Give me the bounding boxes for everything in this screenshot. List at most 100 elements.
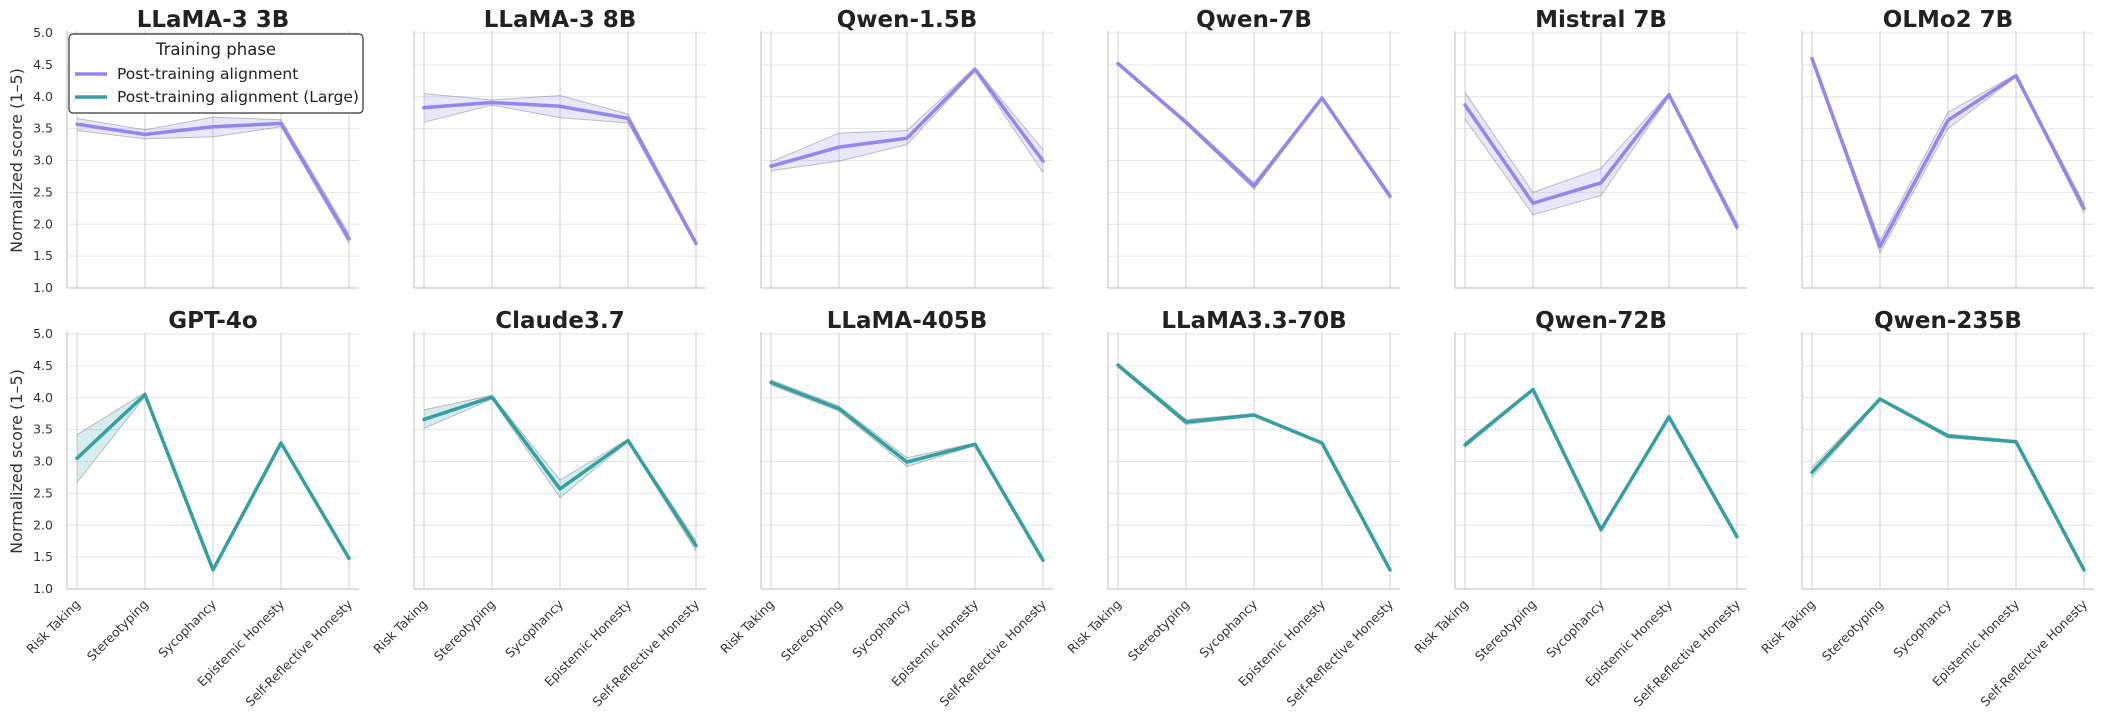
confidence-band xyxy=(1465,92,1737,231)
data-point xyxy=(1735,535,1739,538)
data-point xyxy=(769,381,773,384)
data-point xyxy=(2082,207,2086,210)
y-axis-label: Normalized score (1–5) xyxy=(7,369,26,554)
data-point xyxy=(769,165,773,168)
y-tick-label: 2.5 xyxy=(33,184,53,199)
x-tick-label: Risk Taking xyxy=(23,597,83,657)
panel-qwen-7b: Qwen-7B xyxy=(1107,7,1400,289)
band-upper-edge xyxy=(76,116,350,235)
x-tick-label: Sycophancy xyxy=(155,596,219,660)
data-point xyxy=(973,68,977,71)
panel-title: Qwen-72B xyxy=(1535,308,1667,334)
x-tick-label: Sycophancy xyxy=(1543,596,1607,660)
data-point xyxy=(211,568,215,572)
x-tick-label: Risk Taking xyxy=(1411,597,1471,657)
legend-title: Training phase xyxy=(155,40,276,59)
panel-title: Qwen-1.5B xyxy=(837,7,978,33)
data-point xyxy=(1667,415,1671,419)
panel-qwen-1-5b: Qwen-1.5B xyxy=(760,7,1053,289)
panel-mistral-7b: Mistral 7B xyxy=(1454,7,1747,289)
y-tick-label: 2.0 xyxy=(33,216,53,231)
confidence-band xyxy=(424,93,696,246)
panel-olmo2-7b: OLMo2 7B xyxy=(1801,7,2094,289)
x-tick-label: Stereotyping xyxy=(84,597,151,664)
y-tick-label: 4.0 xyxy=(33,89,53,104)
data-point xyxy=(279,441,283,445)
data-point xyxy=(1531,388,1535,391)
data-point xyxy=(422,106,426,109)
y-tick-label: 1.0 xyxy=(33,280,53,295)
data-point xyxy=(626,117,630,120)
x-tick-label: Stereotyping xyxy=(1819,597,1886,664)
data-point xyxy=(490,101,494,104)
data-point xyxy=(347,557,351,560)
data-point xyxy=(1810,57,1814,60)
x-tick-label: Sycophancy xyxy=(1890,596,1954,660)
data-point xyxy=(558,105,562,108)
data-point xyxy=(1878,245,1882,248)
y-tick-label: 2.0 xyxy=(33,517,53,532)
panel-title: Qwen-235B xyxy=(1874,308,2022,334)
band-lower-edge xyxy=(423,104,697,247)
data-point xyxy=(694,544,698,547)
x-tick-label: Sycophancy xyxy=(502,596,566,660)
band-lower-edge xyxy=(76,126,350,244)
data-point xyxy=(143,393,147,396)
data-point xyxy=(973,443,977,446)
data-point xyxy=(75,122,79,126)
legend-entry-large: Post-training alignment (Large) xyxy=(117,88,359,106)
panel-title: Mistral 7B xyxy=(1535,7,1667,33)
panel-claude3-7: Claude3.7 Risk Taking Stereotyping Sycophan… xyxy=(370,308,706,709)
panel-qwen-235b: Qwen-235B Risk Taking Stereotyping Sycophan… xyxy=(1758,308,2094,709)
y-tick-label: 5.0 xyxy=(33,25,53,40)
data-point xyxy=(347,237,351,241)
y-tick-label: 1.0 xyxy=(33,581,53,596)
y-tick-label: 1.5 xyxy=(33,248,53,263)
data-point xyxy=(694,242,698,245)
y-tick-label: 4.5 xyxy=(33,358,53,373)
y-tick-label: 4.5 xyxy=(33,57,53,72)
x-tick-label: Risk Taking xyxy=(370,597,430,657)
data-point xyxy=(1041,159,1045,163)
panel-title: LLaMA-3 8B xyxy=(484,7,637,33)
panel-title: LLaMA-3 3B xyxy=(137,7,290,33)
x-tick-label: Stereotyping xyxy=(431,597,498,664)
band-upper-edge xyxy=(423,93,697,242)
y-axis-label: Normalized score (1–5) xyxy=(7,68,26,253)
panel-llama-3-8b: LLaMA-3 8B xyxy=(413,7,706,289)
data-point xyxy=(75,457,79,460)
x-tick-label: Risk Taking xyxy=(717,597,777,657)
panel-title: GPT-4o xyxy=(168,308,257,334)
data-point xyxy=(279,122,283,125)
data-point xyxy=(1735,225,1739,228)
data-point xyxy=(2014,74,2018,77)
y-tick-label: 3.5 xyxy=(33,121,53,136)
band-lower-edge xyxy=(770,70,1044,173)
band-upper-edge xyxy=(770,66,1044,163)
data-point xyxy=(211,125,215,128)
data-point xyxy=(1388,568,1392,572)
data-point xyxy=(1599,528,1603,531)
x-tick-label: Stereotyping xyxy=(1472,597,1539,664)
data-point xyxy=(558,487,562,491)
data-point xyxy=(422,418,426,421)
data-point xyxy=(1388,195,1392,198)
panel-gpt-4o: GPT-4o 1.0 1.5 2.0 2.5 3.0 3.5 4.0 4.5 5.0 Normali… xyxy=(7,308,359,709)
x-tick-label: Stereotyping xyxy=(778,597,845,664)
data-point xyxy=(1946,434,1950,438)
y-tick-label: 2.5 xyxy=(33,485,53,500)
data-point xyxy=(1667,93,1671,97)
data-point xyxy=(1531,202,1535,205)
data-point xyxy=(1184,121,1188,124)
x-tick-label: Sycophancy xyxy=(849,596,913,660)
y-tick-label: 5.0 xyxy=(33,326,53,341)
panel-qwen-72b: Qwen-72B Risk Taking Stereotyping Sycophanc… xyxy=(1411,308,1747,709)
data-point xyxy=(626,439,630,442)
x-tick-label: Sycophancy xyxy=(1196,596,1260,660)
data-point xyxy=(905,136,909,140)
y-tick-label: 3.5 xyxy=(33,422,53,437)
legend: Training phase Post-training alignment Pos… xyxy=(68,33,364,114)
legend-box xyxy=(68,33,364,114)
panel-llama-405b: LLaMA-405B Risk Taking Stereotyping Sycopha… xyxy=(717,308,1053,709)
